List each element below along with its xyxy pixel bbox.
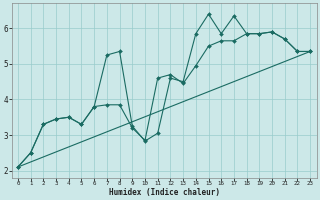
X-axis label: Humidex (Indice chaleur): Humidex (Indice chaleur) [108,188,220,197]
